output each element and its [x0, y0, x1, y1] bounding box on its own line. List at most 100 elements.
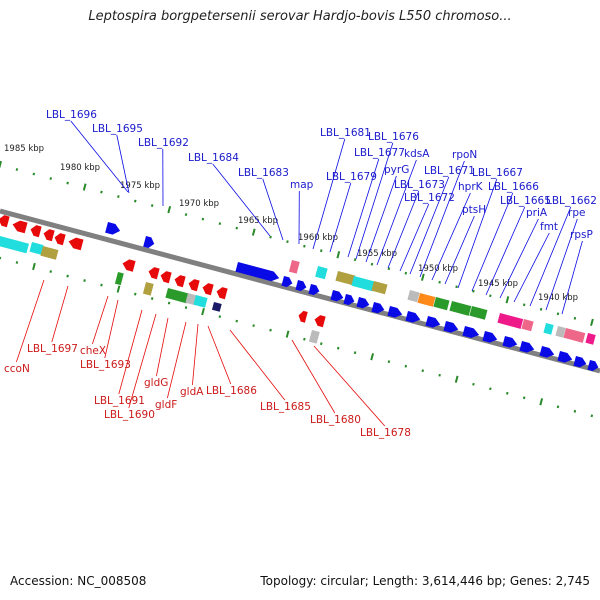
reverse-gene-label: gldG: [144, 377, 168, 389]
tick-mark: [201, 217, 205, 221]
tick-mark: [539, 307, 543, 311]
tick-mark: [32, 172, 36, 176]
forward-gene: [425, 316, 441, 328]
gene-box: [29, 242, 44, 255]
leader-line: [207, 325, 232, 385]
reverse-gene: [298, 310, 308, 323]
tick-mark: [404, 271, 408, 275]
gene-box: [335, 271, 356, 286]
tick-mark: [353, 258, 357, 262]
forward-gene-label: LBL_1666: [488, 181, 539, 193]
map-title: Leptospira borgpetersenii serovar Hardjo…: [88, 9, 512, 24]
tick-mark: [573, 409, 577, 413]
leader-line: [212, 163, 271, 237]
forward-gene: [281, 276, 293, 288]
reverse-gene: [12, 220, 28, 234]
forward-gene: [387, 306, 403, 318]
forward-gene-label: kdsA: [404, 148, 430, 160]
gene-box: [407, 290, 420, 303]
forward-gene-label: rpoN: [452, 149, 477, 161]
gene-box: [288, 260, 300, 274]
leader-line: [471, 192, 514, 292]
accession-text: Accession: NC_008508: [10, 574, 147, 588]
tick-mark: [336, 346, 340, 350]
forward-gene: [519, 341, 535, 353]
tick-mark: [573, 316, 577, 320]
tick-mark: [455, 285, 458, 289]
backbone-line: [0, 208, 600, 374]
forward-gene: [235, 262, 280, 282]
forward-gene-label: LBL_1696: [46, 109, 97, 121]
leader-line: [16, 279, 45, 363]
leader-line: [118, 309, 143, 395]
leader-line: [262, 178, 284, 241]
gene-box: [193, 295, 208, 308]
tick-mark: [269, 235, 272, 239]
tick-mark: [387, 360, 391, 364]
forward-gene: [343, 294, 355, 306]
reverse-gene: [122, 259, 136, 272]
forward-gene-label: LBL_1672: [404, 192, 455, 204]
tick-mark: [420, 273, 425, 281]
tick-label: 1945 kbp: [478, 279, 518, 289]
tick-mark: [286, 240, 289, 244]
forward-gene: [405, 311, 421, 323]
leader-line: [128, 313, 157, 409]
outer-tick-ring: [0, 160, 594, 326]
leader-line: [561, 240, 583, 315]
leader-line: [444, 215, 475, 285]
tick-mark: [303, 337, 306, 341]
leader-line: [104, 299, 119, 359]
forward-gene-label: LBL_1662: [546, 195, 597, 207]
forward-gene: [443, 321, 459, 333]
tick-mark: [66, 274, 69, 278]
gene-box: [351, 276, 376, 292]
forward-gene: [462, 326, 480, 338]
leader-line: [457, 178, 498, 289]
tick-label: 1960 kbp: [298, 233, 338, 243]
reverse-gene: [160, 271, 172, 284]
reverse-gene-label: LBL_1690: [104, 409, 155, 421]
gene-box: [433, 297, 450, 311]
forward-gene: [330, 290, 344, 302]
leader-line: [431, 192, 471, 281]
tick-mark: [218, 315, 222, 319]
tick-mark: [421, 369, 425, 373]
forward-gene-label: LBL_1684: [188, 152, 239, 164]
gene-box: [585, 333, 596, 345]
gene-box: [469, 306, 488, 320]
tick-label: 1985 kbp: [4, 144, 44, 154]
leader-line: [51, 285, 69, 343]
reverse-gene-label: cheX: [80, 345, 106, 357]
forward-gene-label: LBL_1667: [472, 167, 523, 179]
tick-mark: [370, 353, 374, 361]
tick-mark: [319, 249, 323, 253]
reverse-gene: [174, 275, 186, 288]
gene-box: [165, 288, 190, 304]
forward-gene-label: map: [290, 179, 314, 191]
genome-stats-text: Topology: circular; Length: 3,614,446 bp…: [260, 574, 590, 588]
tick-mark: [235, 319, 239, 323]
tick-mark: [49, 270, 53, 273]
gene-box: [555, 326, 566, 338]
tick-label: 1950 kbp: [418, 264, 458, 274]
leader-line: [419, 160, 465, 278]
tick-label: 1940 kbp: [538, 293, 578, 303]
tick-mark: [251, 228, 256, 236]
leader-line: [529, 206, 572, 307]
reverse-gene: [30, 225, 42, 238]
leader-line: [229, 329, 286, 401]
tick-mark: [285, 330, 290, 338]
forward-gene-label: LBL_1676: [368, 131, 419, 143]
tick-mark: [522, 303, 526, 307]
tick-label: 1980 kbp: [60, 163, 100, 173]
tick-mark: [522, 396, 526, 400]
tick-label: 1970 kbp: [179, 199, 219, 209]
leader-line: [365, 175, 397, 263]
forward-gene: [105, 222, 121, 235]
gene-box: [142, 282, 154, 296]
tick-label: 1975 kbp: [120, 181, 160, 191]
forward-gene: [143, 236, 155, 249]
forward-gene-label: pyrG: [384, 164, 409, 176]
